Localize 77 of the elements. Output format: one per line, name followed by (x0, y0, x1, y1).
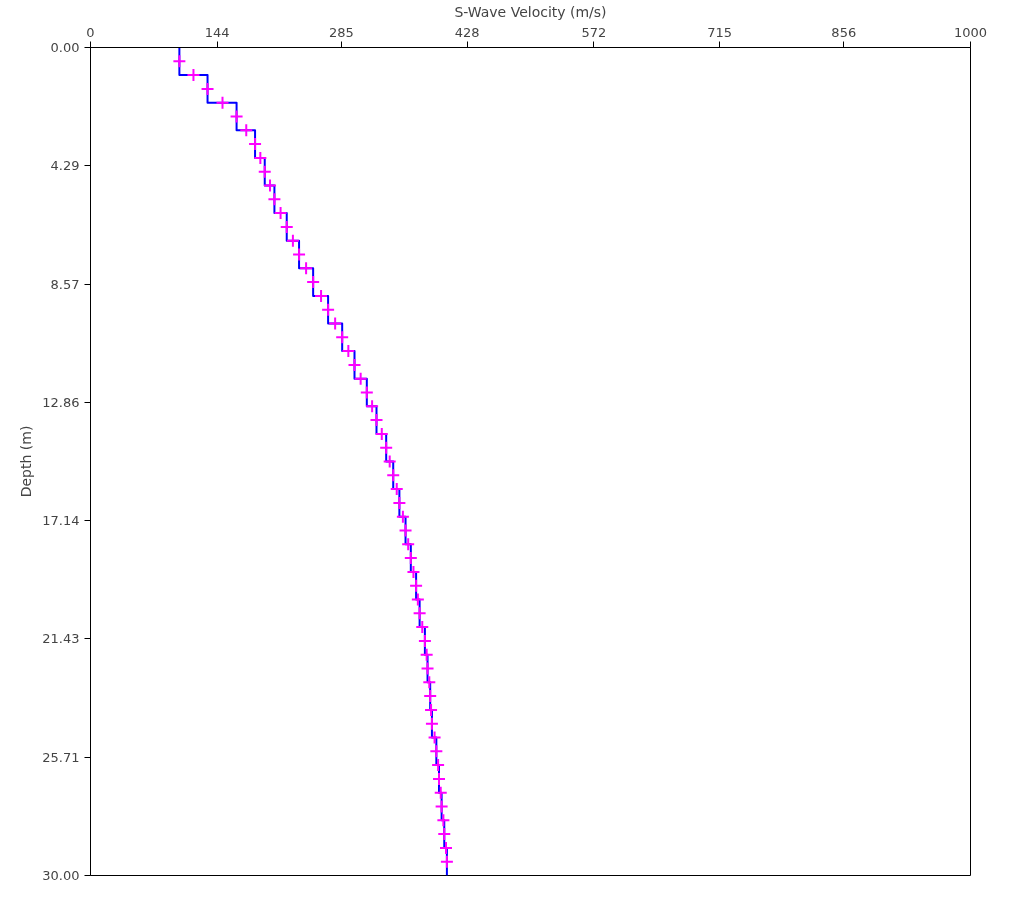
point (410, 592, 425, 607)
point (263, 178, 278, 193)
point (437, 827, 452, 842)
point (429, 744, 444, 759)
point (431, 758, 446, 773)
point (382, 454, 397, 469)
point (353, 371, 368, 386)
point (299, 261, 314, 276)
point (424, 702, 439, 717)
y-tick-label: 4.29 (50, 158, 80, 174)
x-tick-label: 715 (707, 24, 733, 40)
point (279, 219, 294, 234)
point (434, 799, 449, 814)
x-tick-label: 285 (328, 24, 354, 40)
point (427, 730, 442, 745)
y-tick-label: 30.00 (42, 868, 80, 883)
point (424, 716, 439, 731)
point (200, 81, 215, 96)
point (379, 440, 394, 455)
point (369, 413, 384, 428)
y-tick-label: 0.00 (50, 40, 80, 55)
point (321, 302, 336, 317)
x-tick-label: 144 (204, 24, 230, 40)
y-tick-label: 8.57 (50, 276, 80, 292)
y-tick-label: 25.71 (42, 749, 80, 765)
point (257, 164, 272, 179)
y-tick-label: 21.43 (42, 631, 80, 647)
point (415, 620, 430, 635)
point (420, 661, 435, 676)
point (436, 813, 451, 828)
point (285, 233, 300, 248)
point (406, 564, 421, 579)
x-tick-label: 572 (581, 24, 607, 40)
point (341, 344, 356, 359)
point (374, 426, 389, 441)
x-tick-label: 428 (454, 24, 480, 40)
x-tick-label: 856 (831, 24, 857, 40)
point (248, 137, 263, 152)
point (423, 689, 438, 704)
point (431, 771, 446, 786)
point (215, 95, 230, 110)
point (253, 150, 268, 165)
point (239, 123, 254, 138)
point (439, 840, 454, 855)
point (433, 785, 448, 800)
point (306, 275, 321, 290)
point (412, 606, 427, 621)
point (186, 68, 201, 83)
point (229, 109, 244, 124)
point (403, 551, 418, 566)
y-tick-label: 12.86 (42, 394, 80, 410)
x-tick-label: 0 (86, 24, 95, 40)
point (314, 288, 329, 303)
point (389, 482, 404, 497)
point (267, 192, 282, 207)
point (172, 54, 187, 69)
point (398, 523, 413, 538)
y-axis-title: Depth (m) (18, 425, 35, 498)
point (439, 854, 454, 869)
y-tick-label: 17.14 (42, 513, 80, 529)
point (365, 399, 380, 414)
point (419, 647, 434, 662)
point (395, 509, 410, 524)
point (292, 247, 307, 262)
point (359, 385, 374, 400)
point (273, 206, 288, 221)
point (401, 537, 416, 552)
point (417, 633, 432, 648)
point (335, 330, 350, 345)
x-axis-title: S-Wave Velocity (m/s) (454, 3, 607, 20)
point (386, 468, 401, 483)
point (328, 316, 343, 331)
point (392, 495, 407, 510)
point (422, 675, 437, 690)
point (409, 578, 424, 593)
x-tick-label: 1000 (953, 24, 988, 40)
point (347, 357, 362, 372)
